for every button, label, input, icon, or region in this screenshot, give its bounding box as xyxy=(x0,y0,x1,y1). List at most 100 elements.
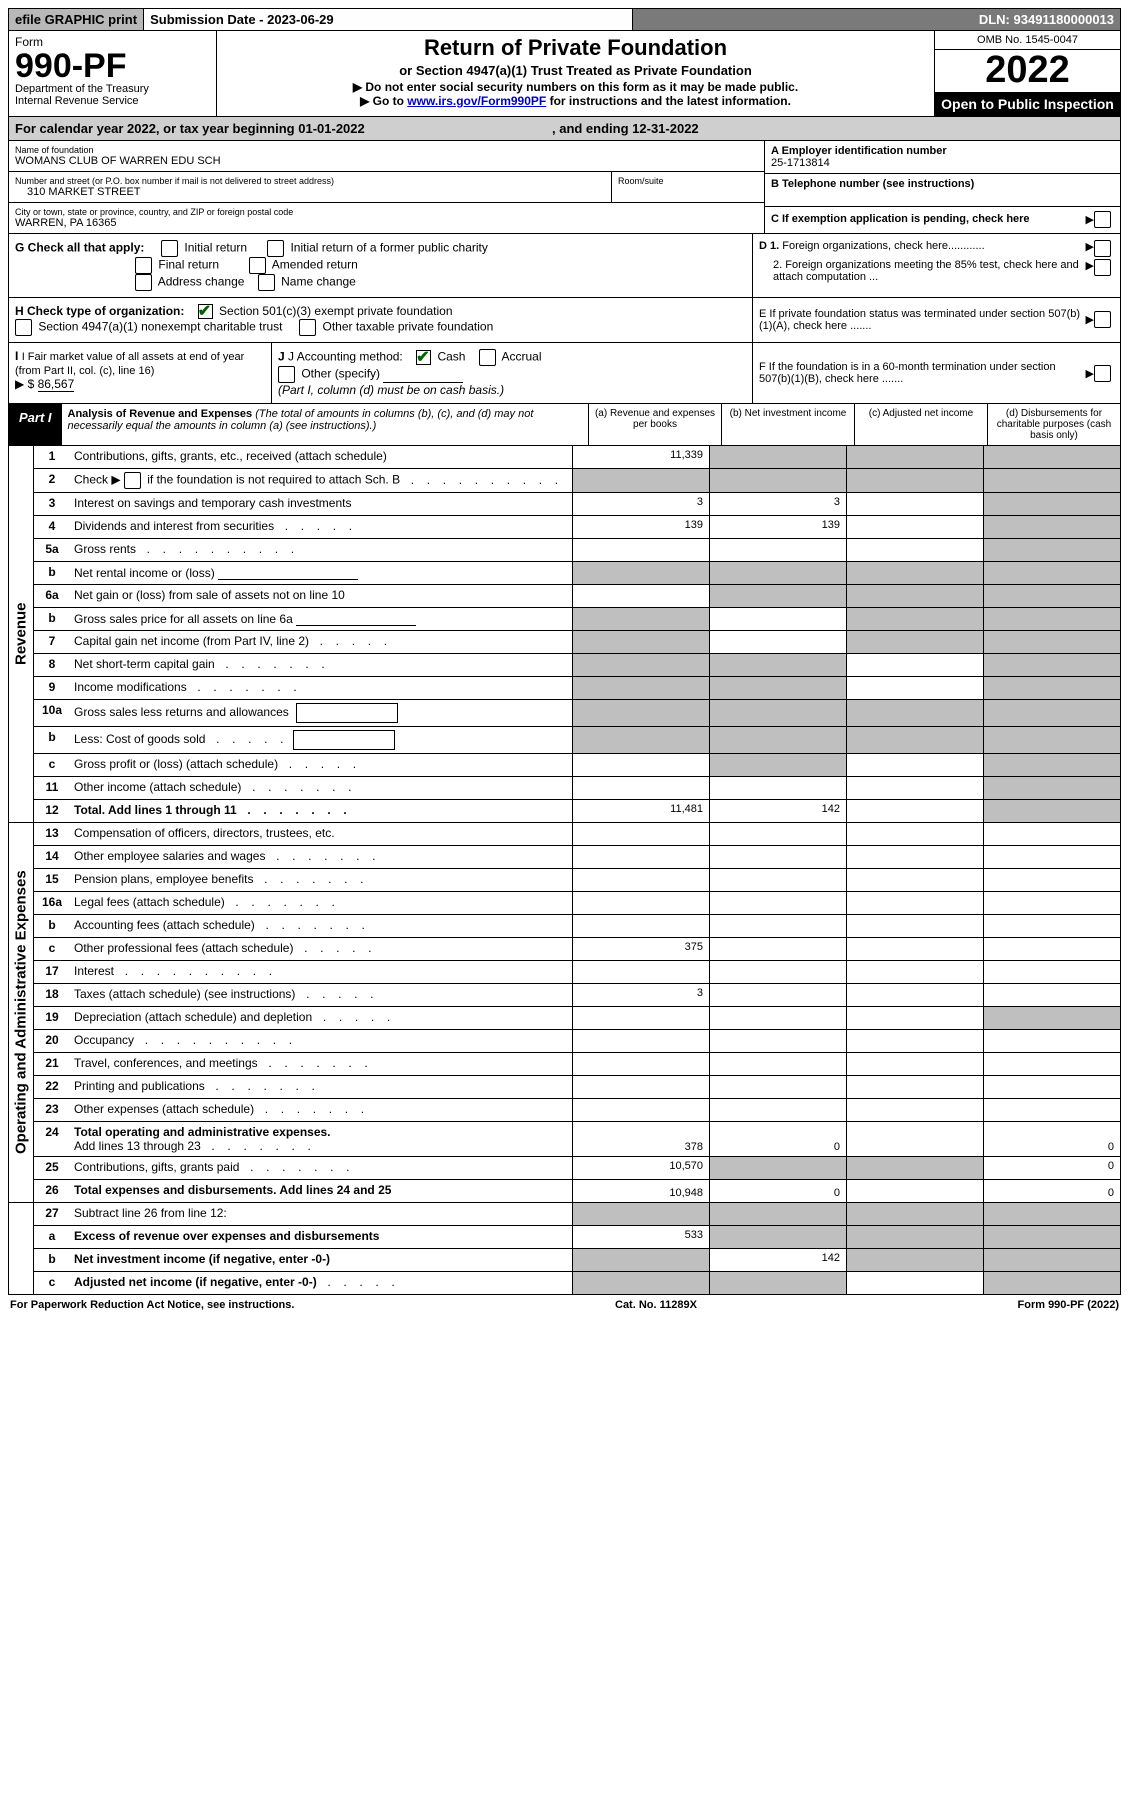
j-other-checkbox[interactable] xyxy=(278,366,295,383)
line-num: 10a xyxy=(34,700,70,726)
line-text: Taxes (attach schedule) (see instruction… xyxy=(70,984,572,1006)
l17-text: Interest xyxy=(74,964,114,978)
l2-checkbox[interactable] xyxy=(124,472,141,489)
h-e-row: H Check type of organization: Section 50… xyxy=(8,298,1121,343)
efile-label[interactable]: efile GRAPHIC print xyxy=(9,9,144,30)
line-text: Gross sales less returns and allowances xyxy=(70,700,572,726)
l10a-box xyxy=(296,703,398,723)
j-other-input[interactable] xyxy=(383,368,463,383)
val-a xyxy=(572,1203,709,1225)
line-25: 25 Contributions, gifts, grants paid 10,… xyxy=(34,1157,1120,1180)
val-c xyxy=(846,869,983,891)
line-num: 27 xyxy=(34,1203,70,1225)
h-opt2: Section 4947(a)(1) nonexempt charitable … xyxy=(38,320,282,334)
g-amended-checkbox[interactable] xyxy=(249,257,266,274)
dln-value: 93491180000013 xyxy=(1014,12,1115,27)
l12-text: Total. Add lines 1 through 11 xyxy=(74,803,237,817)
open-inspection: Open to Public Inspection xyxy=(935,92,1120,116)
val-d xyxy=(983,631,1120,653)
val-b xyxy=(709,892,846,914)
entity-info: Name of foundation WOMANS CLUB OF WARREN… xyxy=(8,141,1121,234)
line-num: c xyxy=(34,1272,70,1294)
line-text: Total expenses and disbursements. Add li… xyxy=(70,1180,572,1202)
val-d xyxy=(983,823,1120,845)
l6b-text: Gross sales price for all assets on line… xyxy=(74,612,293,626)
col-a-header: (a) Revenue and expenses per books xyxy=(588,404,721,445)
line-text: Printing and publications xyxy=(70,1076,572,1098)
val-b xyxy=(709,700,846,726)
val-b xyxy=(709,469,846,492)
val-a xyxy=(572,846,709,868)
val-a xyxy=(572,539,709,561)
val-b: 139 xyxy=(709,516,846,538)
val-d xyxy=(983,1272,1120,1294)
line-num: 5a xyxy=(34,539,70,561)
g-initial-checkbox[interactable] xyxy=(161,240,178,257)
l23-text: Other expenses (attach schedule) xyxy=(74,1102,254,1116)
line-num: 17 xyxy=(34,961,70,983)
l5b-input xyxy=(218,565,358,580)
val-d xyxy=(983,1030,1120,1052)
val-c xyxy=(846,1076,983,1098)
street-address: Number and street (or P.O. box number if… xyxy=(9,172,612,202)
line-21: 21 Travel, conferences, and meetings xyxy=(34,1053,1120,1076)
line-10c: c Gross profit or (loss) (attach schedul… xyxy=(34,754,1120,777)
g-name-checkbox[interactable] xyxy=(258,274,275,291)
d2-checkbox[interactable] xyxy=(1094,259,1111,276)
val-d xyxy=(983,469,1120,492)
line-num: 2 xyxy=(34,469,70,492)
l25-text: Contributions, gifts, grants paid xyxy=(74,1160,239,1174)
line-text: Travel, conferences, and meetings xyxy=(70,1053,572,1075)
h-501c3-checkbox[interactable] xyxy=(198,304,213,319)
f-checkbox[interactable] xyxy=(1094,365,1111,382)
g-section: G Check all that apply: Initial return I… xyxy=(9,234,753,297)
val-c xyxy=(846,1157,983,1179)
line-num: 4 xyxy=(34,516,70,538)
line-text: Other professional fees (attach schedule… xyxy=(70,938,572,960)
i-label: I Fair market value of all assets at end… xyxy=(15,351,244,377)
val-a xyxy=(572,869,709,891)
g-address-checkbox[interactable] xyxy=(135,274,152,291)
g-final-checkbox[interactable] xyxy=(135,257,152,274)
h-other-checkbox[interactable] xyxy=(299,319,316,336)
h-4947-checkbox[interactable] xyxy=(15,319,32,336)
foundation-name-cell: Name of foundation WOMANS CLUB OF WARREN… xyxy=(9,141,764,172)
dept-treasury: Department of the Treasury xyxy=(15,83,210,95)
val-a: 11,481 xyxy=(572,800,709,822)
l22-text: Printing and publications xyxy=(74,1079,205,1093)
val-d xyxy=(983,1076,1120,1098)
addr-value: 310 MARKET STREET xyxy=(15,186,605,198)
line-text: Contributions, gifts, grants paid xyxy=(70,1157,572,1179)
header-left: Form 990-PF Department of the Treasury I… xyxy=(9,31,217,116)
val-c xyxy=(846,961,983,983)
d1-checkbox[interactable] xyxy=(1094,240,1111,257)
revenue-lines: 1 Contributions, gifts, grants, etc., re… xyxy=(34,446,1120,822)
line-27c: c Adjusted net income (if negative, ente… xyxy=(34,1272,1120,1294)
val-c xyxy=(846,539,983,561)
j-cash-checkbox[interactable] xyxy=(416,350,431,365)
val-c xyxy=(846,754,983,776)
line-text: Subtract line 26 from line 12: xyxy=(70,1203,572,1225)
line-16b: b Accounting fees (attach schedule) xyxy=(34,915,1120,938)
val-d: 0 xyxy=(983,1122,1120,1156)
c-checkbox[interactable] xyxy=(1094,211,1111,228)
line-13: 13 Compensation of officers, directors, … xyxy=(34,823,1120,846)
line-text: Gross sales price for all assets on line… xyxy=(70,608,572,630)
l10a-text: Gross sales less returns and allowances xyxy=(74,705,289,719)
entity-left: Name of foundation WOMANS CLUB OF WARREN… xyxy=(9,141,764,233)
val-b xyxy=(709,938,846,960)
irs-link[interactable]: www.irs.gov/Form990PF xyxy=(407,94,546,108)
val-b xyxy=(709,446,846,468)
val-d xyxy=(983,1007,1120,1029)
val-c xyxy=(846,727,983,753)
line-2: 2 Check ▶ if the foundation is not requi… xyxy=(34,469,1120,493)
j-accrual-checkbox[interactable] xyxy=(479,349,496,366)
l16a-text: Legal fees (attach schedule) xyxy=(74,895,225,909)
e-label: E If private foundation status was termi… xyxy=(759,308,1086,332)
revenue-section: Revenue 1 Contributions, gifts, grants, … xyxy=(8,446,1121,823)
header-center: Return of Private Foundation or Section … xyxy=(217,31,934,116)
e-checkbox[interactable] xyxy=(1094,311,1111,328)
val-b xyxy=(709,1007,846,1029)
g-initial-former-checkbox[interactable] xyxy=(267,240,284,257)
line-text: Gross profit or (loss) (attach schedule) xyxy=(70,754,572,776)
